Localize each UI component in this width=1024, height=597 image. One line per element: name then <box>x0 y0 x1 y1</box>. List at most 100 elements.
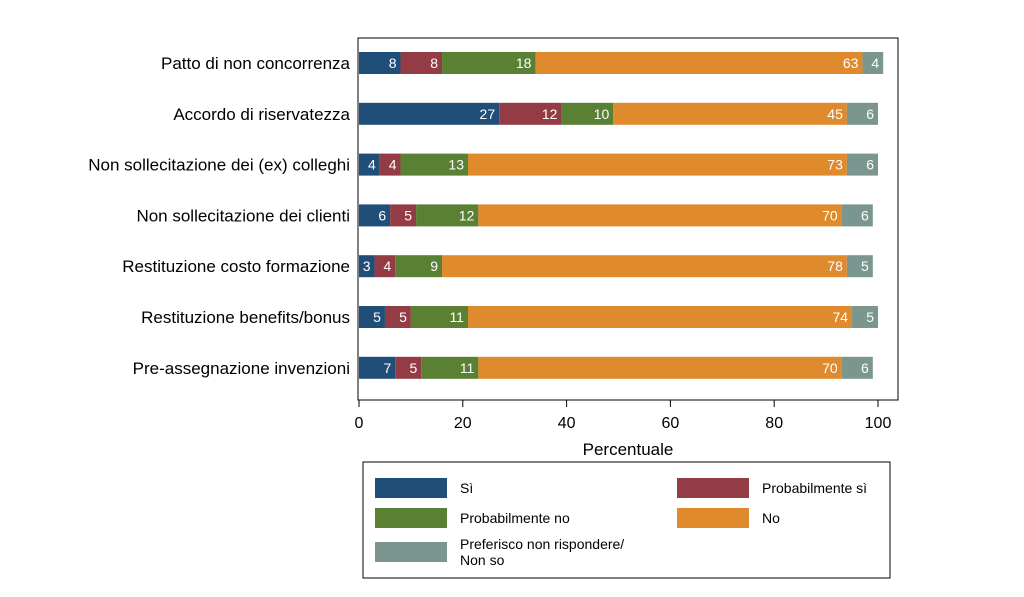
category-label: Pre-assegnazione invenzioni <box>133 359 350 378</box>
legend-swatch <box>677 508 749 528</box>
bar-segment <box>410 306 468 328</box>
bar-value-label: 7 <box>384 360 392 376</box>
bar-value-label: 12 <box>542 106 558 122</box>
bar-segment <box>359 102 500 125</box>
bar-segment <box>535 52 863 74</box>
bar-value-label: 6 <box>866 106 874 122</box>
bar-value-label: 8 <box>389 55 397 71</box>
bar-value-label: 5 <box>409 360 417 376</box>
legend-box <box>362 461 891 579</box>
bar-segment <box>395 255 443 278</box>
bar-segment <box>421 356 479 379</box>
bar-segment <box>359 153 380 176</box>
x-tick-label: 0 <box>355 415 364 432</box>
bar-value-label: 45 <box>827 106 843 122</box>
legend-swatch <box>375 508 447 528</box>
bar-segment <box>359 356 396 379</box>
legend-label: Non so <box>460 552 505 568</box>
legend: Sì Probabilmente sì Probabilmente no No Pref… <box>375 478 867 568</box>
bar-segment <box>467 306 853 328</box>
bar-value-label: 73 <box>827 157 843 173</box>
x-axis: 0 20 40 60 80 100 <box>355 400 892 432</box>
bar-value-label: 8 <box>430 55 438 71</box>
bar-value-label: 12 <box>459 207 475 223</box>
bar-value-label: 6 <box>866 157 874 173</box>
bar-value-label: 74 <box>832 309 848 325</box>
bar-segment <box>374 255 396 278</box>
category-label: Patto di non concorrenza <box>161 54 351 73</box>
bar-segment <box>467 153 847 176</box>
bar-segment <box>478 204 842 227</box>
category-label: Non sollecitazione dei (ex) colleghi <box>88 156 350 175</box>
bar-segment <box>499 102 562 125</box>
bar-segment <box>852 306 878 328</box>
x-tick-label: 60 <box>662 415 680 432</box>
bar-value-label: 4 <box>389 157 397 173</box>
legend-swatch <box>375 542 447 562</box>
bar-value-label: 18 <box>516 55 532 71</box>
bar-value-label: 4 <box>368 157 376 173</box>
bar-value-label: 27 <box>480 106 496 122</box>
bar-segment <box>841 356 873 379</box>
bar-value-label: 11 <box>460 360 475 376</box>
bar-segment <box>359 52 401 74</box>
bar-segment <box>416 204 479 227</box>
x-tick-label: 100 <box>865 415 892 432</box>
bar-value-label: 5 <box>404 207 412 223</box>
bar-value-label: 70 <box>822 360 838 376</box>
bar-segment <box>395 356 422 379</box>
legend-label: Sì <box>460 480 473 496</box>
bar-value-label: 63 <box>843 55 859 71</box>
bar-segment <box>390 204 417 227</box>
bar-segment <box>846 102 878 125</box>
bar-segment <box>359 204 391 227</box>
bar-segment <box>400 153 468 176</box>
bar-segment <box>359 255 375 278</box>
legend-label: Preferisco non rispondere/ <box>460 536 624 552</box>
bar-value-label: 6 <box>861 360 869 376</box>
bar-segment <box>846 255 873 278</box>
bar-segment <box>613 102 847 125</box>
bar-value-label: 9 <box>430 258 438 274</box>
bar-value-label: 4 <box>384 258 392 274</box>
bar-value-label: 5 <box>373 309 381 325</box>
x-tick-label: 20 <box>454 415 472 432</box>
category-label: Non sollecitazione dei clienti <box>136 206 350 225</box>
bar-value-label: 70 <box>822 207 838 223</box>
bar-value-label: 6 <box>861 207 869 223</box>
category-label: Restituzione benefits/bonus <box>141 308 350 327</box>
bar-value-label: 78 <box>827 258 843 274</box>
bar-value-label: 5 <box>861 258 869 274</box>
bar-value-label: 4 <box>871 55 879 71</box>
bar-value-label: 5 <box>399 309 407 325</box>
bar-segment <box>841 204 873 227</box>
legend-label: Probabilmente no <box>460 510 570 526</box>
bar-value-label: 3 <box>363 258 371 274</box>
bar-value-label: 11 <box>449 309 464 325</box>
legend-swatch <box>375 478 447 498</box>
x-axis-title: Percentuale <box>583 440 674 459</box>
bar-segment <box>442 52 536 74</box>
legend-label: Probabilmente sì <box>762 480 867 496</box>
bar-value-label: 5 <box>866 309 874 325</box>
legend-swatch <box>677 478 749 498</box>
bar-value-label: 10 <box>594 106 610 122</box>
x-tick-label: 40 <box>558 415 576 432</box>
bar-segment <box>384 306 411 328</box>
bar-segment <box>359 306 385 328</box>
bar-value-label: 13 <box>448 157 464 173</box>
bar-segment <box>478 356 842 379</box>
bar-segment <box>379 153 401 176</box>
category-label: Accordo di riservatezza <box>173 105 350 124</box>
legend-label: No <box>762 510 780 526</box>
x-tick-label: 80 <box>765 415 783 432</box>
bar-segment <box>846 153 878 176</box>
bar-value-label: 6 <box>378 207 386 223</box>
category-labels: Patto di non concorrenza Accordo di riser… <box>88 54 350 378</box>
bar-segment <box>862 52 884 74</box>
bar-segment <box>442 255 847 278</box>
category-label: Restituzione costo formazione <box>122 257 350 276</box>
bars-layer: 8 8 18 63 427 12 10 45 64 4 13 73 66 5 12 70 63 4 9 78 55 5 11… <box>359 52 884 379</box>
bar-segment <box>400 52 443 74</box>
